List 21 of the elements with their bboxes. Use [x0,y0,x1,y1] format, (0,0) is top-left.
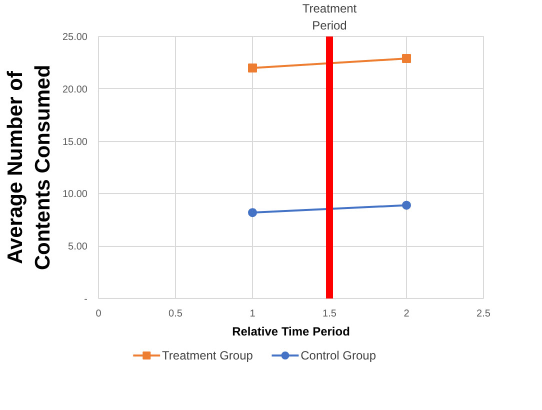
y-tick-label: - [84,294,88,305]
point [248,208,257,218]
x-tick-label: 1 [250,308,256,320]
y-tick-label: 20.00 [62,84,88,96]
point [248,63,257,72]
y-axis-title: Average Number of Contents Consumed [4,64,54,270]
x-tick-label: 1.5 [322,308,337,320]
y-tick-label: 15.00 [62,136,88,148]
x-tick-label: 2.5 [476,308,491,320]
point [402,54,411,64]
point [402,200,411,210]
ref-line-label: Treatment Period [302,2,358,32]
x-tick-label: 2 [404,308,410,320]
x-tick-label: 0.5 [168,308,183,320]
y-tick-label: 10.00 [62,189,88,200]
y-tick-label: 5.00 [68,242,88,253]
y-tick-label: 25.00 [62,32,88,43]
legend-label: Treatment Group [162,348,254,362]
x-axis-title: Relative Time Period [232,324,350,338]
x-tick-label: 0 [96,308,102,320]
legend-label: Control Group [300,348,376,362]
